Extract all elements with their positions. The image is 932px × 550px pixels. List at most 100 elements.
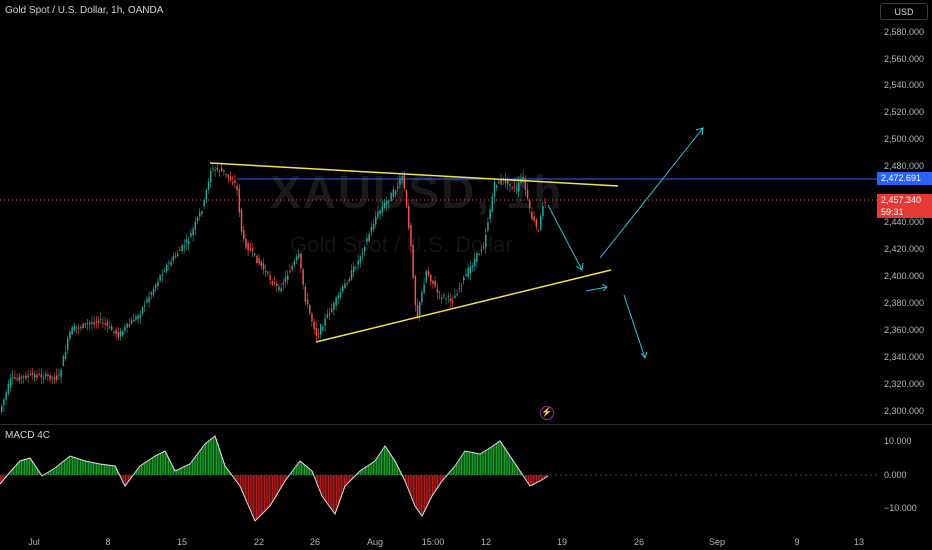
macd-bar (494, 444, 496, 475)
candle-body (267, 272, 269, 274)
macd-bar (345, 475, 347, 486)
macd-bar (299, 462, 301, 475)
macd-bar (396, 464, 398, 475)
macd-bar (11, 470, 13, 475)
macd-bar (116, 469, 118, 475)
macd-bar (412, 475, 414, 501)
candle-body (212, 168, 214, 170)
candle-body (174, 255, 177, 257)
macd-bar (452, 468, 454, 475)
macd-bar (44, 474, 46, 475)
macd-bar (88, 461, 90, 475)
price-tick: 2,400.000 (884, 271, 925, 281)
price-tick: 2,440.000 (884, 217, 925, 227)
price-chart[interactable]: XAUUSD, 1h Gold Spot / U.S. Dollar (0, 0, 877, 424)
candle-body (271, 281, 274, 284)
candle-body (339, 292, 342, 298)
candle-body (284, 276, 287, 282)
candle-body (432, 280, 434, 284)
macd-bar (344, 475, 346, 489)
macd-bar (30, 458, 32, 475)
macd-bar (3, 475, 5, 481)
macd-bar (140, 465, 142, 475)
candle-body (256, 255, 258, 263)
candle-body (106, 322, 109, 326)
arrow-right-small[interactable] (585, 283, 608, 292)
candle-body (3, 399, 5, 406)
price-chart-canvas[interactable] (0, 0, 877, 424)
price-tick: 2,560.000 (884, 54, 925, 64)
macd-bar (12, 468, 14, 475)
candle-body (207, 181, 210, 190)
candle-body (243, 230, 245, 240)
candle-body (7, 383, 10, 394)
candle-body (445, 298, 447, 300)
macd-bar (366, 466, 368, 475)
candle-body (80, 327, 82, 329)
candle-body (509, 184, 511, 187)
macd-bar (542, 475, 544, 480)
upper-trendline[interactable] (209, 162, 619, 187)
candle-body (148, 296, 150, 303)
candle-body (337, 295, 340, 299)
candle-body (170, 261, 172, 266)
candle-body (537, 230, 540, 232)
candle-body (535, 219, 538, 227)
candle-body (313, 321, 315, 330)
candle-body (414, 275, 417, 306)
macd-bar (304, 464, 306, 475)
bar-countdown-tag: 59:31 (877, 206, 932, 218)
candle-body (412, 245, 414, 278)
candle-body (216, 167, 219, 170)
macd-bar (204, 444, 206, 475)
candle-body (493, 182, 496, 197)
candle-body (91, 322, 93, 325)
macd-bar (107, 464, 109, 475)
time-tick: Jul (28, 537, 40, 547)
candle-body (430, 275, 432, 282)
macd-bar (60, 463, 62, 475)
macd-bar (528, 475, 530, 483)
macd-bar (220, 453, 222, 475)
macd-bar (483, 452, 485, 475)
candle-body (5, 392, 7, 400)
candle-body (150, 292, 153, 295)
candle-body (460, 285, 463, 287)
macd-bar (121, 475, 123, 480)
macd-bar (72, 456, 74, 475)
arrow-breakout-up[interactable] (599, 127, 704, 259)
macd-bar (219, 448, 221, 475)
macd-bar (115, 466, 117, 475)
time-tick: 12 (480, 537, 492, 547)
macd-bar (267, 475, 269, 509)
candle-body (139, 314, 142, 318)
candle-body (157, 281, 159, 286)
macd-bar (460, 457, 462, 475)
macd-bar (350, 475, 352, 481)
macd-bar (25, 459, 27, 475)
candle-body (181, 245, 183, 252)
pane-separator[interactable] (0, 424, 932, 425)
level-price-tag: 2,472.691 (877, 172, 932, 185)
lower-trendline[interactable] (315, 269, 612, 343)
time-tick: 8 (105, 537, 111, 547)
macd-bar (544, 475, 546, 479)
macd-bar (203, 446, 205, 475)
macd-bar (390, 454, 392, 475)
macd-bar (174, 469, 176, 475)
macd-bar (499, 441, 501, 475)
arrow-down-to-support[interactable] (547, 204, 584, 271)
macd-bar (324, 475, 326, 500)
candle-body (119, 331, 122, 337)
arrow-breakdown[interactable] (623, 294, 648, 360)
candle-body (370, 226, 373, 232)
macd-bar (326, 475, 328, 503)
candle-body (40, 374, 43, 378)
candle-body (342, 286, 344, 292)
macd-bar (478, 453, 480, 475)
macd-bar (128, 475, 130, 482)
currency-button[interactable]: USD (880, 3, 928, 20)
bolt-icon[interactable]: ⚡ (540, 406, 554, 420)
macd-bar (419, 475, 421, 512)
candle-body (86, 323, 89, 325)
